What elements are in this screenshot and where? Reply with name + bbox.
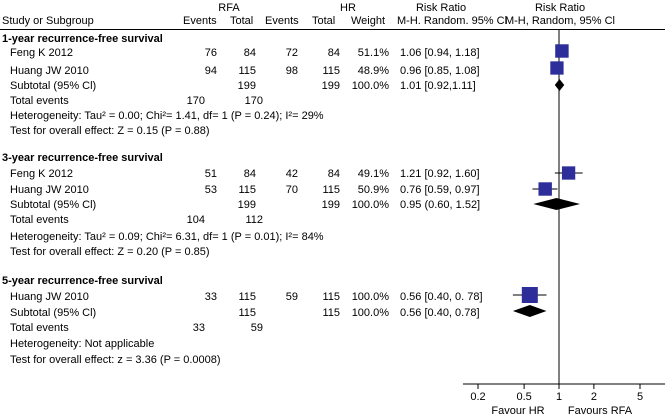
study-effect-square (521, 287, 538, 303)
heterogeneity-text: Heterogeneity: Tau² = 0.00; Chi²= 1.41, … (10, 110, 324, 122)
hr-total: 84 (327, 47, 340, 59)
x-tick-label: 2 (591, 391, 597, 403)
study-weight: 51.1% (357, 47, 389, 59)
subtotal-label: Subtotal (95% Cl) (10, 199, 97, 211)
hr-events: 59 (285, 291, 298, 303)
rfa-events: 76 (204, 47, 217, 59)
hr-total: 84 (327, 168, 340, 180)
rfa-total-events: 104 (186, 214, 205, 226)
rfa-subtotal: 115 (238, 307, 256, 319)
subtotal-diamond (533, 198, 581, 210)
rfa-events: 53 (204, 184, 217, 196)
hr-total-events: 170 (244, 95, 263, 107)
hr-events: 42 (285, 168, 298, 180)
study-name: Huang JW 2010 (10, 184, 89, 196)
overall-effect-text: Test for overall effect: Z = 0.15 (P = 0… (10, 125, 210, 137)
x-tick-label: 5 (637, 391, 643, 403)
rfa-total: 115 (238, 65, 256, 77)
rfa-events: 33 (204, 291, 217, 303)
favour-hr-label: Favour HR (491, 405, 544, 417)
rfa-events-header: Events (183, 15, 217, 27)
hr-events: 70 (285, 184, 298, 196)
hr-total-header: Total (312, 15, 336, 27)
study-weight: 49.1% (357, 168, 389, 180)
heterogeneity-text: Heterogeneity: Tau² = 0.09; Chi²= 6.31, … (10, 231, 324, 243)
group-title: 1-year recurrence-free survival (2, 33, 163, 45)
rfa-total-events: 170 (186, 95, 205, 107)
rfa-total-events: 33 (192, 322, 205, 334)
study-name: Feng K 2012 (10, 168, 73, 180)
rfa-total: 84 (243, 168, 256, 180)
hr-events: 72 (285, 47, 298, 59)
subtotal-label: Subtotal (95% Cl) (10, 307, 97, 319)
rfa-total: 115 (238, 184, 256, 196)
hr-total: 115 (322, 291, 340, 303)
header-rule (0, 29, 665, 30)
group-title: 3-year recurrence-free survival (2, 152, 163, 164)
subtotal-diamond (554, 79, 565, 91)
rfa-total: 84 (243, 47, 256, 59)
hr-total-events: 112 (245, 214, 263, 226)
study-risk-ratio: 1.06 [0.94, 1.18] (400, 47, 480, 59)
total-events-label: Total events (10, 95, 69, 107)
hr-subtotal: 199 (321, 80, 340, 92)
study-risk-ratio: 1.21 [0.92, 1.60] (400, 168, 480, 180)
study-risk-ratio: 0.56 [0.40, 0. 78] (400, 291, 483, 303)
overall-effect-text: Test for overall effect: Z = 0.20 (P = 0… (10, 246, 210, 258)
rfa-subtotal: 199 (237, 80, 256, 92)
risk-ratio-header: Risk Ratio (415, 2, 467, 14)
hr-events-header: Events (265, 15, 299, 27)
study-name: Huang JW 2010 (10, 291, 89, 303)
total-events-label: Total events (10, 214, 69, 226)
x-tick-label: 0.5 (516, 391, 531, 403)
risk-ratio-method-header: M-H. Random. 95% Cl (397, 15, 508, 27)
weight-header: Weight (351, 15, 386, 27)
study-effect-square (550, 61, 564, 75)
subtotal-risk-ratio: 0.56 [0.40, 0.78] (400, 307, 480, 319)
study-effect-square (538, 182, 552, 196)
subtotal-weight: 100.0% (351, 307, 389, 319)
hr-subtotal: 115 (322, 307, 340, 319)
study-weight: 100.0% (351, 291, 389, 303)
hr-subtotal: 199 (321, 199, 340, 211)
rfa-subtotal: 199 (237, 199, 256, 211)
x-tick-label: 0.2 (470, 391, 485, 403)
x-tick-label: 1 (556, 391, 562, 403)
study-risk-ratio: 0.96 [0.85, 1.08] (400, 65, 480, 77)
study-risk-ratio: 0.76 [0.59, 0.97] (400, 184, 480, 196)
subtotal-diamond (512, 305, 547, 317)
hr-events: 98 (285, 65, 298, 77)
overall-effect-text: Test for overall effect: z = 3.36 (P = 0… (10, 354, 221, 366)
study-weight: 50.9% (357, 184, 389, 196)
heterogeneity-text: Heterogeneity: Not applicable (10, 338, 155, 350)
subtotal-risk-ratio: 1.01 [0.92,1.11] (400, 80, 476, 92)
rfa-group-header: RFA (218, 2, 240, 14)
total-events-label: Total events (10, 322, 69, 334)
group-title: 5-year recurrence-free survival (2, 275, 163, 287)
subtotal-label: Subtotal (95% Cl) (10, 80, 97, 92)
study-name: Huang JW 2010 (10, 65, 89, 77)
study-column-header: Study or Subgroup (2, 15, 94, 27)
plot-method-header: M-H, Random, 95% Cl (504, 15, 616, 27)
study-effect-square (561, 166, 576, 180)
rfa-total: 115 (238, 291, 256, 303)
subtotal-weight: 100.0% (351, 80, 389, 92)
plot-title-header: Risk Ratio (534, 2, 586, 14)
hr-group-header: HR (340, 2, 356, 14)
rfa-events: 94 (204, 65, 217, 77)
hr-total: 115 (322, 184, 340, 196)
hr-total: 115 (322, 65, 340, 77)
subtotal-weight: 100.0% (351, 199, 389, 211)
favours-rfa-label: Favours RFA (568, 405, 633, 417)
rfa-events: 51 (204, 168, 217, 180)
study-weight: 48.9% (357, 65, 389, 77)
hr-total-events: 59 (250, 322, 263, 334)
study-name: Feng K 2012 (10, 47, 73, 59)
study-effect-square (555, 44, 569, 58)
rfa-total-header: Total (230, 15, 254, 27)
subtotal-risk-ratio: 0.95 (0.60, 1.52] (400, 199, 481, 211)
